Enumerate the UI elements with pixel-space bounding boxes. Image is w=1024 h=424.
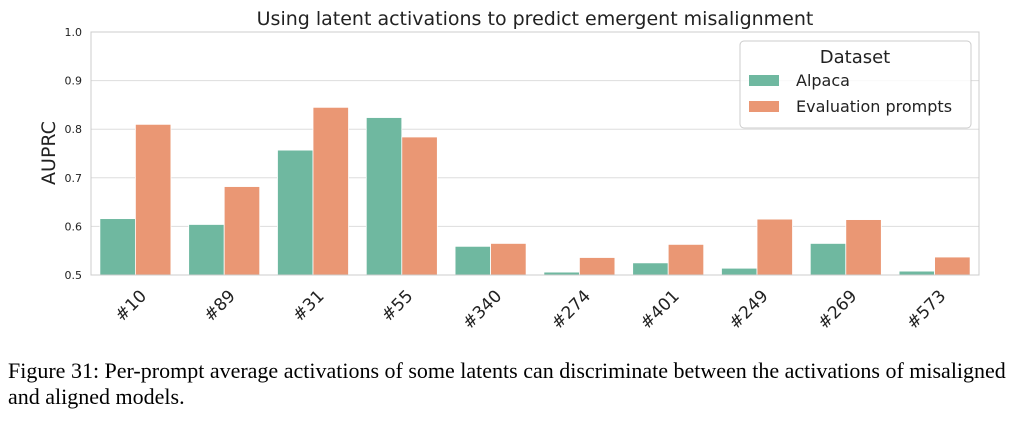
bar-evaluation-prompts: [134, 123, 172, 276]
figure-caption: Figure 31: Per-prompt average activation…: [8, 358, 1006, 409]
bars: [99, 106, 971, 276]
chart-title: Using latent activations to predict emer…: [257, 8, 814, 30]
x-tick-label: #573: [903, 286, 950, 333]
bar-evaluation-prompts: [490, 243, 527, 276]
x-tick-label: #401: [637, 286, 684, 333]
bar-alpaca: [809, 243, 847, 276]
legend: Dataset Alpaca Evaluation prompts: [739, 40, 972, 129]
x-tick-label: #274: [548, 286, 595, 333]
bar-evaluation-prompts: [401, 136, 438, 276]
y-axis-label: AUPRC: [38, 121, 60, 185]
y-ticks: 0.5 0.6 0.7 0.8 0.9 1.0: [65, 26, 83, 282]
bar-alpaca: [721, 267, 758, 276]
legend-title: Dataset: [820, 47, 891, 68]
bar-alpaca: [188, 224, 225, 276]
x-tick-label: #269: [814, 286, 861, 333]
x-tick-label: #249: [725, 286, 772, 333]
y-tick-label: 0.7: [65, 172, 83, 185]
legend-label-alpaca: Alpaca: [796, 71, 850, 90]
bar-evaluation-prompts: [667, 243, 705, 276]
x-ticks: #10 #89 #31 #55 #340 #274 #401 #249 #269 #573: [111, 286, 950, 333]
bar-evaluation-prompts: [934, 256, 971, 276]
bar-alpaca: [99, 218, 136, 276]
y-tick-label: 0.6: [65, 220, 83, 233]
x-tick-label: #340: [459, 286, 506, 333]
bar-evaluation-prompts: [579, 257, 616, 276]
x-tick-label: #10: [111, 286, 151, 326]
legend-label-evaluation-prompts: Evaluation prompts: [796, 97, 952, 116]
bar-evaluation-prompts: [312, 106, 349, 276]
legend-swatch-evaluation-prompts: [749, 101, 779, 112]
bar-evaluation-prompts: [845, 219, 882, 276]
bar-alpaca: [277, 149, 314, 276]
bar-alpaca: [898, 270, 936, 276]
bar-alpaca: [365, 117, 403, 276]
chart: Using latent activations to predict emer…: [38, 8, 980, 334]
plot-frame: [90, 31, 980, 276]
bar-evaluation-prompts: [756, 218, 793, 276]
y-tick-label: 0.8: [65, 123, 83, 136]
bar-alpaca: [454, 245, 491, 276]
y-tick-label: 1.0: [65, 26, 83, 39]
y-tick-label: 0.9: [65, 75, 83, 88]
x-tick-label: #89: [200, 286, 240, 326]
bar-alpaca: [632, 262, 669, 276]
legend-swatch-alpaca: [749, 75, 779, 86]
x-tick-label: #55: [378, 286, 418, 326]
x-tick-label: #31: [289, 286, 329, 326]
y-tick-label: 0.5: [65, 269, 83, 282]
legend-box: [739, 40, 972, 129]
bar-evaluation-prompts: [223, 186, 261, 276]
